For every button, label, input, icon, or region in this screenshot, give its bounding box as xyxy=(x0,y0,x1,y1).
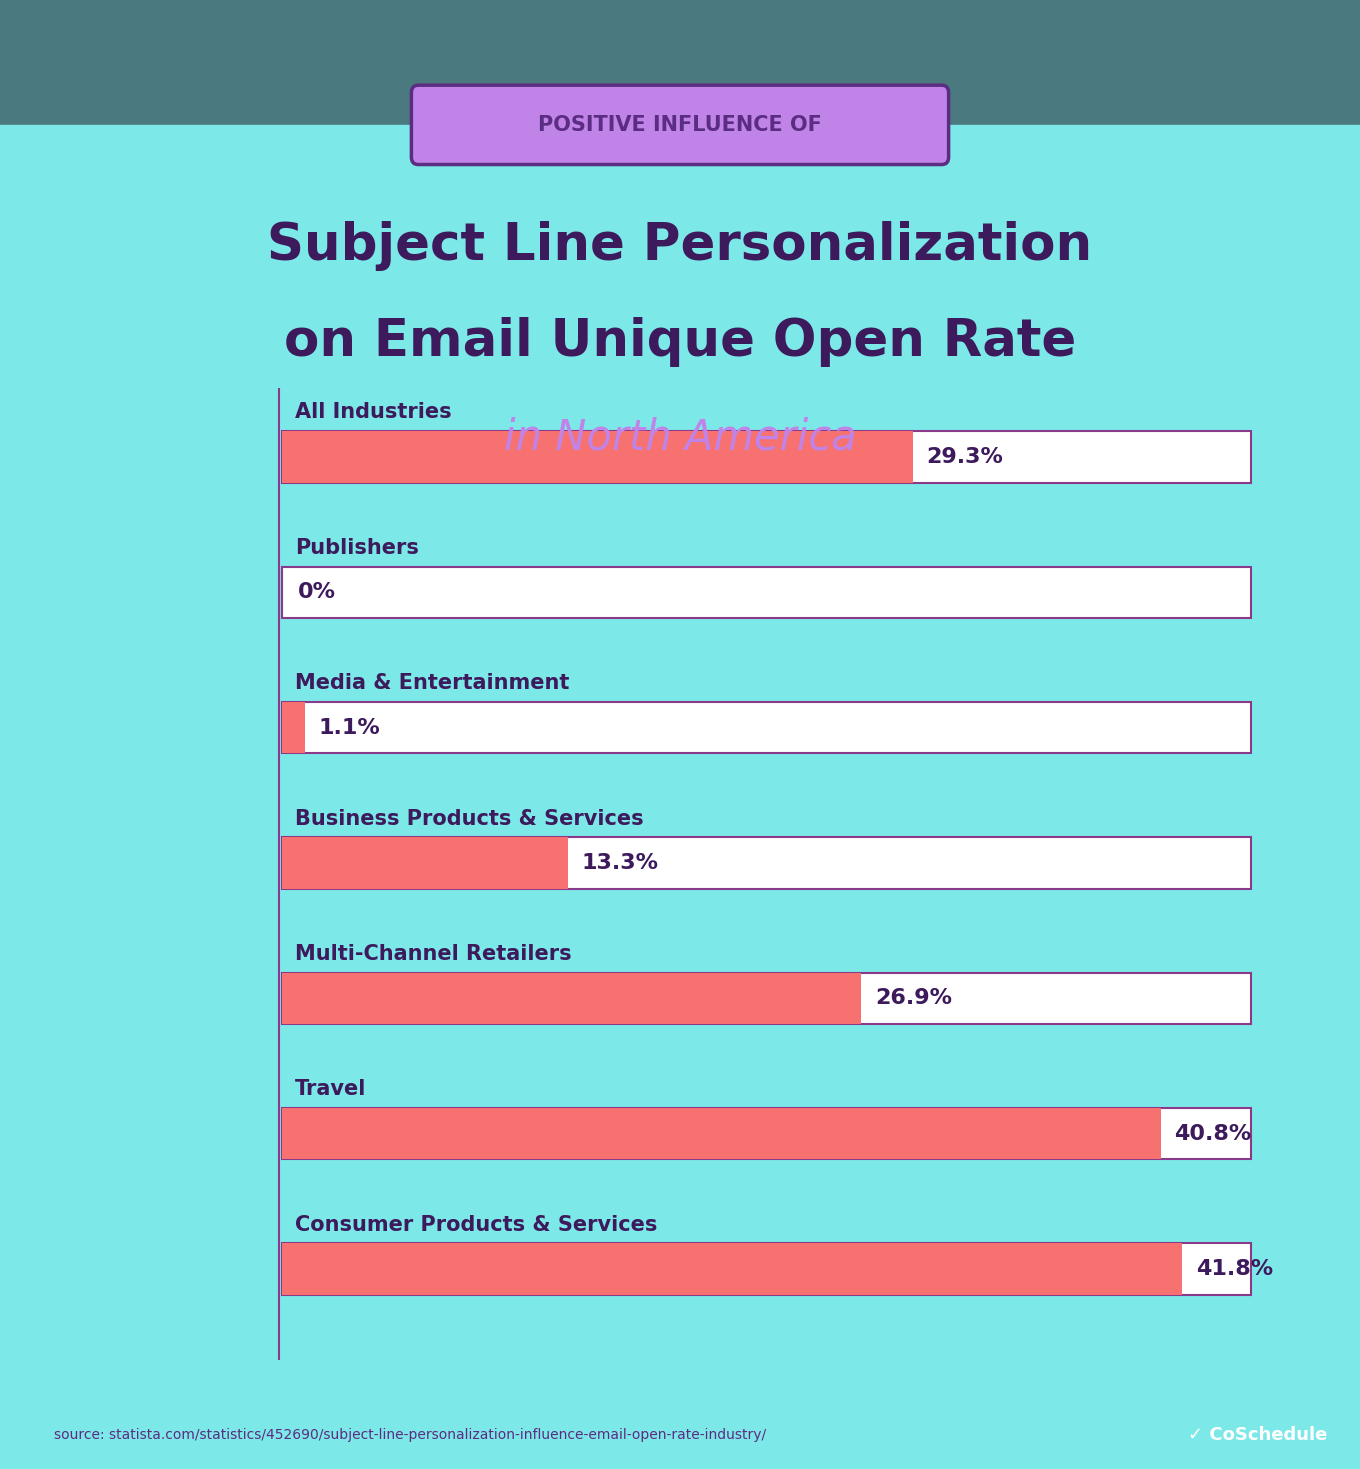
Bar xyxy=(282,1243,1251,1294)
FancyBboxPatch shape xyxy=(411,85,949,165)
Bar xyxy=(282,837,1251,889)
Bar xyxy=(282,837,568,889)
Text: ✓ CoSchedule: ✓ CoSchedule xyxy=(1189,1426,1327,1444)
Text: POSITIVE INFLUENCE OF: POSITIVE INFLUENCE OF xyxy=(539,115,821,135)
Bar xyxy=(282,1108,1160,1159)
Text: Travel: Travel xyxy=(295,1080,366,1099)
Bar xyxy=(282,1108,1251,1159)
Bar xyxy=(282,972,1251,1024)
Text: 29.3%: 29.3% xyxy=(926,447,1004,467)
Text: Subject Line Personalization: Subject Line Personalization xyxy=(268,220,1092,272)
Bar xyxy=(282,567,1251,618)
Bar xyxy=(282,432,913,483)
Text: All Industries: All Industries xyxy=(295,403,452,423)
Text: in North America: in North America xyxy=(503,416,857,458)
Text: 41.8%: 41.8% xyxy=(1195,1259,1273,1279)
Bar xyxy=(282,1243,1182,1294)
Text: Multi-Channel Retailers: Multi-Channel Retailers xyxy=(295,945,571,964)
Text: source: statista.com/statistics/452690/subject-line-personalization-influence-em: source: statista.com/statistics/452690/s… xyxy=(54,1428,767,1443)
Text: 40.8%: 40.8% xyxy=(1174,1124,1251,1144)
Text: Media & Entertainment: Media & Entertainment xyxy=(295,673,570,693)
Bar xyxy=(0,0,1360,125)
Text: 0%: 0% xyxy=(298,582,336,602)
Text: Publishers: Publishers xyxy=(295,538,419,558)
Text: Consumer Products & Services: Consumer Products & Services xyxy=(295,1215,657,1234)
Bar xyxy=(282,972,861,1024)
Text: 13.3%: 13.3% xyxy=(582,853,658,873)
Text: 1.1%: 1.1% xyxy=(318,718,381,737)
Bar xyxy=(282,702,1251,754)
Text: on Email Unique Open Rate: on Email Unique Open Rate xyxy=(284,316,1076,367)
Bar xyxy=(282,702,305,754)
Bar xyxy=(282,432,1251,483)
Text: Business Products & Services: Business Products & Services xyxy=(295,808,643,829)
Text: 26.9%: 26.9% xyxy=(874,989,952,1008)
